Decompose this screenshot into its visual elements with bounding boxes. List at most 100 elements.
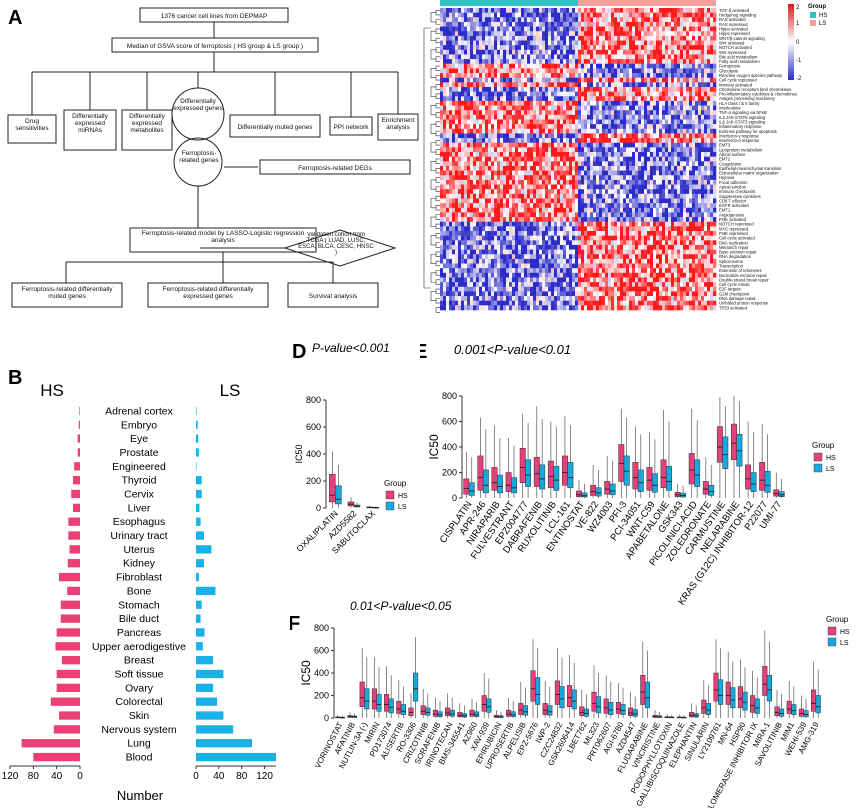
- heatmap-cell: [668, 207, 672, 213]
- heatmap-cell: [533, 193, 537, 199]
- heatmap-cell: [524, 152, 528, 157]
- heatmap-cell: [605, 119, 609, 125]
- heatmap-cell: [641, 91, 645, 97]
- heatmap-cell: [518, 31, 522, 37]
- heatmap-cell: [695, 119, 699, 125]
- heatmap-cell: [536, 45, 540, 51]
- heatmap-cell: [704, 128, 708, 134]
- heatmap-cell: [671, 170, 675, 176]
- heatmap-cell: [488, 142, 492, 148]
- heatmap-cell: [641, 207, 645, 213]
- heatmap-cell: [596, 45, 600, 51]
- heatmap-cell: [563, 254, 567, 260]
- heatmap-cell: [704, 203, 708, 209]
- heatmap-cell: [500, 35, 504, 41]
- heatmap-cell: [599, 82, 603, 88]
- heatmap-cell: [572, 105, 576, 111]
- heatmap-cell: [554, 170, 558, 176]
- heatmap-cell: [581, 45, 585, 51]
- heatmap-cell: [542, 235, 546, 241]
- heatmap-cell: [467, 17, 471, 23]
- heatmap-cell: [575, 54, 579, 60]
- heatmap-cell: [548, 124, 552, 130]
- heatmap-cell: [530, 26, 534, 32]
- heatmap-cell: [647, 152, 651, 157]
- heatmap-cell: [602, 12, 606, 18]
- heatmap-cell: [461, 73, 465, 78]
- heatmap-cell: [626, 124, 630, 130]
- heatmap-cell: [446, 59, 450, 65]
- heatmap-cell: [629, 207, 633, 213]
- heatmap-cell: [629, 35, 633, 41]
- heatmap-cell: [557, 152, 561, 157]
- heatmap-cell: [491, 35, 495, 41]
- heatmap-cell: [710, 138, 714, 144]
- heatmap-cell: [656, 217, 660, 223]
- heatmap-cell: [482, 8, 486, 13]
- heatmap-cell: [608, 12, 612, 18]
- heatmap-cell: [704, 198, 708, 204]
- heatmap-cell: [596, 86, 600, 92]
- heatmap-cell: [449, 8, 453, 13]
- heatmap-cell: [470, 91, 474, 97]
- heatmap-cell: [698, 189, 702, 195]
- heatmap-cell: [533, 91, 537, 97]
- heatmap-cell: [692, 17, 696, 23]
- heatmap-cell: [542, 212, 546, 218]
- heatmap-cell: [659, 142, 663, 148]
- heatmap-cell: [671, 63, 675, 69]
- heatmap-cell: [632, 59, 636, 65]
- heatmap-cell: [446, 198, 450, 204]
- heatmap-cell: [533, 77, 537, 83]
- heatmap-cell: [533, 45, 537, 51]
- heatmap-cell: [506, 35, 510, 41]
- heatmap-cell: [560, 147, 564, 153]
- heatmap-cell: [710, 212, 714, 218]
- heatmap-cell: [569, 40, 573, 46]
- heatmap-cell: [440, 63, 444, 69]
- heatmap-cell: [659, 203, 663, 209]
- heatmap-cell: [659, 91, 663, 97]
- heatmap-cell: [557, 77, 561, 83]
- heatmap-cell: [569, 212, 573, 218]
- heatmap-cell: [566, 249, 570, 255]
- heatmap-cell: [587, 105, 591, 111]
- heatmap-cell: [560, 31, 564, 37]
- heatmap-cell: [536, 21, 540, 27]
- heatmap-cell: [563, 133, 567, 139]
- heatmap-cell: [539, 26, 543, 32]
- heatmap-cell: [596, 138, 600, 144]
- heatmap-cell: [560, 212, 564, 218]
- heatmap-cell: [467, 82, 471, 88]
- heatmap-cell: [509, 31, 513, 37]
- heatmap-cell: [623, 77, 627, 83]
- heatmap-cell: [599, 147, 603, 153]
- heatmap-cell: [563, 161, 567, 167]
- heatmap-cell: [521, 156, 525, 162]
- heatmap-cell: [665, 254, 669, 260]
- heatmap-cell: [581, 249, 585, 255]
- heatmap-cell: [605, 217, 609, 223]
- heatmap-cell: [653, 8, 657, 13]
- panel-a-flowchart: A: [7, 7, 419, 308]
- heatmap-cell: [551, 161, 555, 167]
- heatmap-cell: [665, 26, 669, 32]
- heatmap-cell: [707, 170, 711, 176]
- heatmap-cell: [479, 142, 483, 148]
- heatmap-cell: [605, 124, 609, 130]
- heatmap-cell: [581, 8, 585, 13]
- heatmap-cell: [473, 156, 477, 162]
- heatmap-cell: [494, 170, 498, 176]
- heatmap-cell: [530, 142, 534, 148]
- heatmap-cell: [710, 198, 714, 204]
- heatmap-cell: [623, 82, 627, 88]
- heatmap-cell: [695, 142, 699, 148]
- heatmap-cell: [593, 133, 597, 139]
- heatmap-cell: [506, 100, 510, 106]
- heatmap-cell: [497, 254, 501, 260]
- heatmap-cell: [578, 49, 582, 55]
- heatmap-cell: [488, 96, 492, 102]
- heatmap-cell: [578, 31, 582, 37]
- heatmap-cell: [698, 170, 702, 176]
- heatmap-cell: [539, 40, 543, 46]
